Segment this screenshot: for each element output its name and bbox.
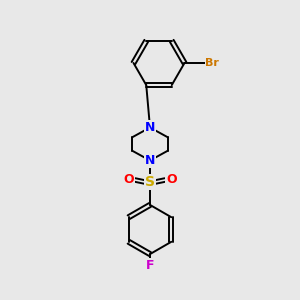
Text: O: O [123,173,134,187]
Text: F: F [146,259,154,272]
Text: S: S [145,175,155,189]
Text: N: N [145,121,155,134]
Text: O: O [166,173,177,187]
Text: Br: Br [206,58,219,68]
Text: N: N [145,154,155,167]
